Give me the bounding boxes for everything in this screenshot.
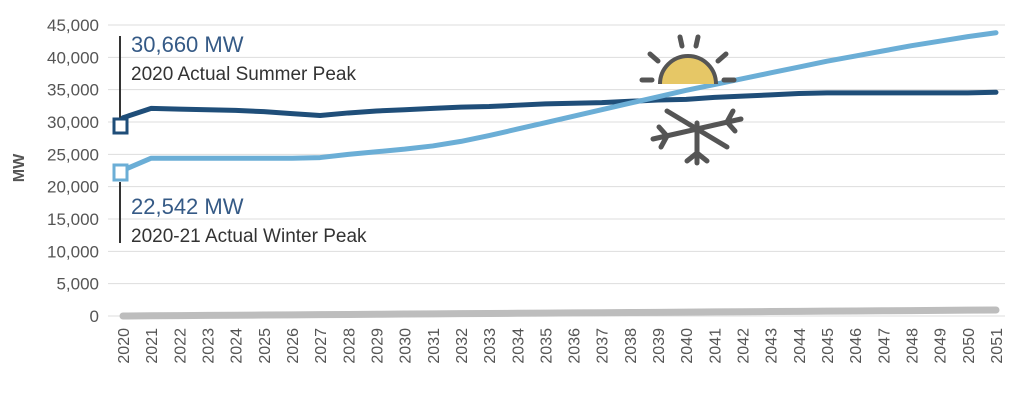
- y-tick-label: 10,000: [47, 242, 99, 261]
- summer-peak-label: 2020 Actual Summer Peak: [131, 64, 356, 85]
- y-tick-label: 20,000: [47, 178, 99, 197]
- summer-peak-value: 30,660 MW: [131, 32, 244, 57]
- y-tick-label: 5,000: [56, 275, 99, 294]
- y-tick-label: 15,000: [47, 210, 99, 229]
- x-tick-label: 2045: [820, 328, 837, 364]
- x-tick-label: 2036: [567, 328, 584, 364]
- x-tick-label: 2051: [989, 328, 1006, 364]
- x-tick-label: 2040: [679, 328, 696, 364]
- x-tick-label: 2033: [482, 328, 499, 364]
- x-tick-label: 2034: [510, 328, 527, 364]
- sun-icon: [639, 34, 737, 85]
- x-tick-label: 2030: [398, 328, 415, 364]
- winter-start-marker: [112, 163, 129, 182]
- x-tick-label: 2025: [257, 328, 274, 364]
- y-tick-label: 25,000: [47, 145, 99, 164]
- winter-peak-value: 22,542 MW: [131, 194, 244, 219]
- x-tick-label: 2042: [736, 328, 753, 364]
- y-tick-label: 30,000: [47, 113, 99, 132]
- x-tick-label: 2028: [341, 328, 358, 364]
- snowflake-icon: [650, 108, 744, 166]
- y-tick-label: 35,000: [47, 81, 99, 100]
- x-tick-label: 2032: [454, 328, 471, 364]
- x-tick-label: 2035: [538, 328, 555, 364]
- x-tick-label: 2039: [651, 328, 668, 364]
- x-tick-label: 2021: [144, 328, 161, 364]
- summer-start-marker: [112, 117, 129, 135]
- grid-lines: [108, 24, 1005, 317]
- y-tick-label: 45,000: [47, 16, 99, 35]
- x-tick-label: 2022: [172, 328, 189, 364]
- y-tick-label: 40,000: [47, 48, 99, 67]
- x-tick-label: 2049: [933, 328, 950, 364]
- series-line-1: [120, 30, 999, 173]
- series-line-2: [119, 306, 1000, 320]
- x-tick-label: 2047: [876, 328, 893, 364]
- y-tick-labels: 0 5,000 10,000 15,000 20,000 25,000 30,000 35,0…: [47, 16, 99, 326]
- x-tick-label: 2037: [595, 328, 612, 364]
- x-tick-label: 2024: [229, 328, 246, 364]
- x-tick-label: 2044: [792, 328, 809, 364]
- x-tick-label: 2027: [313, 328, 330, 364]
- x-tick-labels: 2020 2021 2022 2023 2024 2025 2026 2027 2028 2029…: [116, 328, 1006, 364]
- y-axis-label: MW: [11, 153, 28, 182]
- x-tick-label: 2038: [623, 328, 640, 364]
- x-tick-label: 2043: [764, 328, 781, 364]
- x-tick-label: 2031: [426, 328, 443, 364]
- series-lines: [119, 30, 1000, 320]
- x-tick-label: 2048: [905, 328, 922, 364]
- x-tick-label: 2020: [116, 328, 133, 364]
- x-tick-label: 2026: [285, 328, 302, 364]
- x-tick-label: 2023: [200, 328, 217, 364]
- series-line-0: [120, 89, 999, 121]
- x-tick-label: 2029: [369, 328, 386, 364]
- x-tick-label: 2050: [961, 328, 978, 364]
- y-tick-label: 0: [90, 307, 99, 326]
- winter-peak-label: 2020-21 Actual Winter Peak: [131, 226, 367, 247]
- x-tick-label: 2041: [707, 328, 724, 364]
- x-tick-label: 2046: [848, 328, 865, 364]
